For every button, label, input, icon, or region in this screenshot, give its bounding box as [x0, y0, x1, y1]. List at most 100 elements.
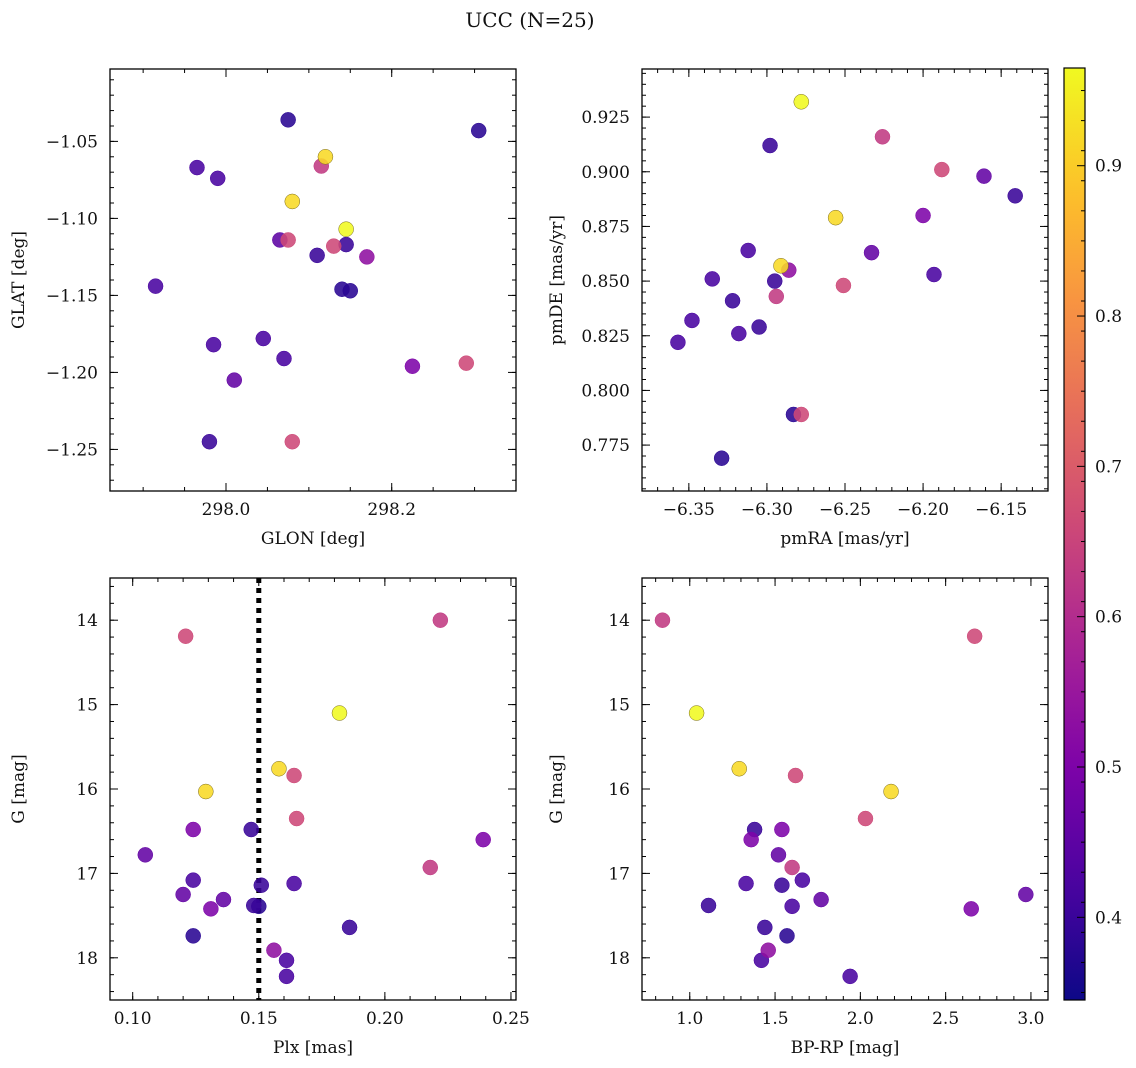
x-tick-label: −6.25 — [819, 500, 871, 520]
y-axis-label: pmDE [mas/yr] — [547, 215, 567, 345]
x-tick-label: 0.15 — [240, 1009, 278, 1029]
x-axis-label: GLON [deg] — [261, 529, 365, 549]
y-tick-label: −1.10 — [46, 209, 98, 229]
scatter-point — [793, 406, 810, 423]
scatter-point — [342, 283, 359, 299]
x-tick-label: 1.5 — [762, 1009, 789, 1029]
y-tick-label: 0.800 — [581, 381, 630, 401]
y-tick-label: 15 — [608, 696, 630, 716]
panel-2: −6.35 −6.30 −6.25 −6.20 −6.15 0.775 0.800 0.825… — [547, 68, 1049, 549]
scatter-point — [205, 336, 222, 353]
y-tick-label: 15 — [76, 696, 98, 716]
scatter-point — [288, 810, 305, 827]
y-tick-label: 0.925 — [581, 108, 630, 128]
scatter-point — [857, 810, 874, 827]
scatter-point — [774, 821, 790, 838]
x-tick-label: 0.20 — [366, 1009, 404, 1029]
scatter-point — [245, 897, 262, 914]
colorbar-tick-label: 0.9 — [1095, 157, 1122, 177]
scatter-point — [654, 612, 671, 628]
scatter-point — [773, 258, 789, 274]
scatter-point — [787, 767, 804, 784]
scatter-point — [751, 319, 767, 335]
scatter-point — [253, 877, 270, 893]
scatter-point — [757, 919, 773, 936]
scatter-point — [243, 821, 259, 838]
scatter-point — [738, 875, 754, 892]
colorbar-tick-label: 0.4 — [1095, 908, 1122, 928]
scatter-point — [926, 266, 942, 283]
x-tick-label: −6.20 — [897, 500, 949, 520]
scatter-point — [278, 968, 295, 985]
scatter-point — [359, 249, 375, 265]
panel-1: 298.0 298.2 −1.25 −1.20 −1.15 −1.10 −1.05 GLON … — [9, 68, 517, 549]
scatter-point — [966, 628, 983, 644]
y-tick-label: 0.900 — [581, 163, 630, 183]
y-tick-label: 0.775 — [581, 436, 630, 456]
y-tick-label: 17 — [76, 864, 98, 884]
scatter-point — [341, 919, 358, 936]
scatter-point — [1018, 886, 1034, 903]
scatter-point — [284, 433, 301, 450]
scatter-point — [684, 312, 700, 329]
y-axis-label: G [mag] — [547, 754, 567, 823]
scatter-point — [743, 831, 759, 848]
panels: 298.0 298.2 −1.25 −1.20 −1.15 −1.10 −1.05 GLON … — [9, 68, 1049, 1058]
scatter-point — [766, 273, 783, 289]
x-tick-label: 298.2 — [367, 500, 416, 520]
scatter-point — [762, 137, 778, 154]
scatter-point — [827, 209, 844, 226]
colorbar-tick-label: 0.7 — [1095, 457, 1122, 477]
scatter-point — [177, 628, 194, 644]
scatter-point — [768, 288, 785, 305]
x-tick-label: 1.0 — [676, 1009, 703, 1029]
figure-title: UCC (N=25) — [465, 8, 594, 32]
scatter-point — [793, 94, 810, 110]
scatter-point — [915, 207, 931, 224]
colorbar-tick-label: 0.8 — [1095, 307, 1122, 327]
scatter-point — [286, 875, 302, 892]
scatter-point — [784, 898, 800, 915]
scatter-point — [422, 859, 439, 876]
scatter-point — [185, 872, 201, 888]
scatter-point — [458, 355, 475, 371]
x-tick-label: −6.35 — [663, 500, 715, 520]
scatter-point — [278, 952, 295, 969]
colorbar-gradient — [1063, 67, 1086, 1001]
scatter-point — [700, 897, 717, 914]
scatter-point — [226, 372, 243, 388]
x-axis-label: pmRA [mas/yr] — [780, 529, 909, 549]
y-axis-label: GLAT [deg] — [9, 231, 29, 329]
scatter-point — [835, 277, 852, 294]
y-tick-label: 18 — [608, 949, 630, 969]
scatter-point — [147, 278, 164, 294]
scatter-point — [286, 767, 302, 784]
scatter-point — [842, 968, 858, 985]
scatter-point — [670, 334, 686, 351]
scatter-point — [740, 242, 756, 259]
scatter-point — [185, 928, 201, 944]
scatter-point — [863, 244, 880, 261]
y-axis-label: G [mag] — [9, 754, 29, 823]
scatter-point — [813, 891, 829, 908]
axes-frame — [109, 577, 517, 1001]
x-axis-label: Plx [mas] — [273, 1038, 353, 1058]
y-tick-label: 16 — [608, 780, 630, 800]
scatter-point — [317, 149, 334, 165]
scatter-point — [201, 433, 218, 450]
scatter-point — [963, 901, 979, 917]
scatter-point — [731, 760, 747, 777]
x-tick-label: 3.0 — [1017, 1009, 1044, 1029]
scatter-point — [760, 942, 776, 958]
scatter-point — [874, 129, 891, 145]
scatter-point — [266, 942, 282, 958]
scatter-point — [784, 859, 800, 876]
scatter-point — [724, 293, 741, 309]
scatter-point — [794, 872, 811, 888]
scatter-point — [470, 122, 487, 139]
scatter-point — [475, 831, 491, 848]
colorbar: 0.4 0.5 0.6 0.7 0.8 0.9 — [1063, 67, 1122, 1001]
axes-frame — [109, 68, 517, 492]
scatter-point — [276, 350, 292, 367]
y-tick-label: −1.20 — [46, 363, 98, 383]
